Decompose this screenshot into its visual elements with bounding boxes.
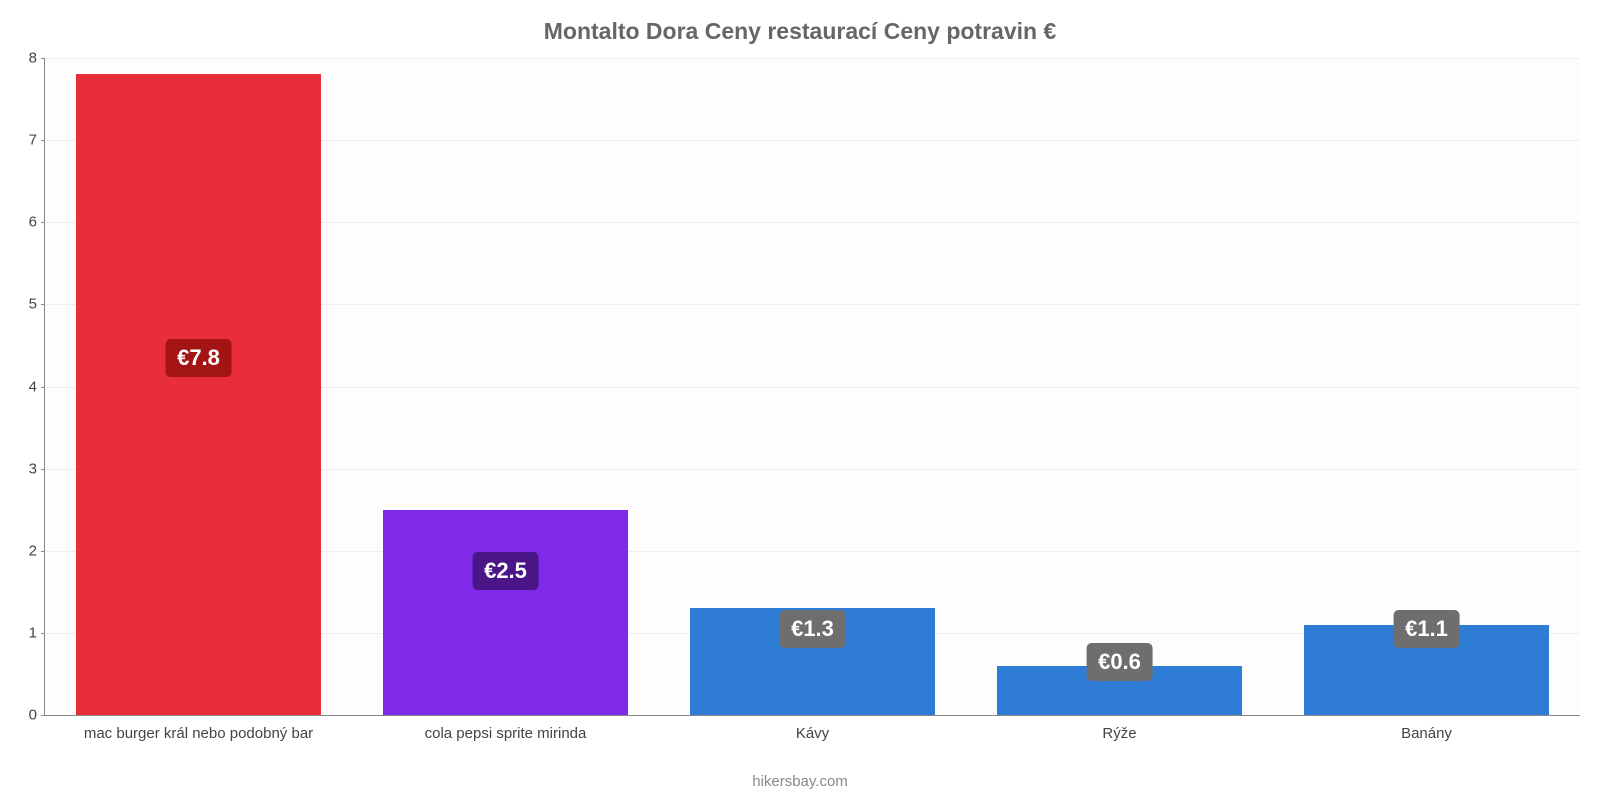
y-tick-label: 5 [29,296,45,313]
bar-value-label: €1.1 [1393,610,1460,648]
bar-group: €0.6Rýže [966,58,1273,715]
bar-value-label: €7.8 [165,339,232,377]
bar-chart: Montalto Dora Ceny restaurací Ceny potra… [0,0,1600,800]
y-tick-label: 2 [29,542,45,559]
plot-area: 012345678 €7.8mac burger král nebo podob… [44,58,1580,716]
x-tick-label: cola pepsi sprite mirinda [425,715,587,742]
chart-footer: hikersbay.com [0,773,1600,790]
chart-title: Montalto Dora Ceny restaurací Ceny potra… [0,0,1600,45]
x-tick-label: Banány [1401,715,1452,742]
y-tick-label: 4 [29,378,45,395]
x-tick-label: Kávy [796,715,829,742]
bars-container: €7.8mac burger král nebo podobný bar€2.5… [45,58,1580,715]
bar-group: €7.8mac burger král nebo podobný bar [45,58,352,715]
y-tick-label: 8 [29,50,45,67]
bar [76,74,322,715]
bar-group: €1.1Banány [1273,58,1580,715]
bar-value-label: €0.6 [1086,643,1153,681]
bar-group: €2.5cola pepsi sprite mirinda [352,58,659,715]
y-tick-label: 7 [29,132,45,149]
y-tick-label: 3 [29,460,45,477]
x-tick-label: Rýže [1102,715,1136,742]
x-tick-label: mac burger král nebo podobný bar [84,715,313,742]
y-tick-label: 1 [29,624,45,641]
bar [383,510,629,715]
y-tick-label: 6 [29,214,45,231]
bar-group: €1.3Kávy [659,58,966,715]
y-tick-label: 0 [29,707,45,724]
bar-value-label: €1.3 [779,610,846,648]
bar-value-label: €2.5 [472,552,539,590]
